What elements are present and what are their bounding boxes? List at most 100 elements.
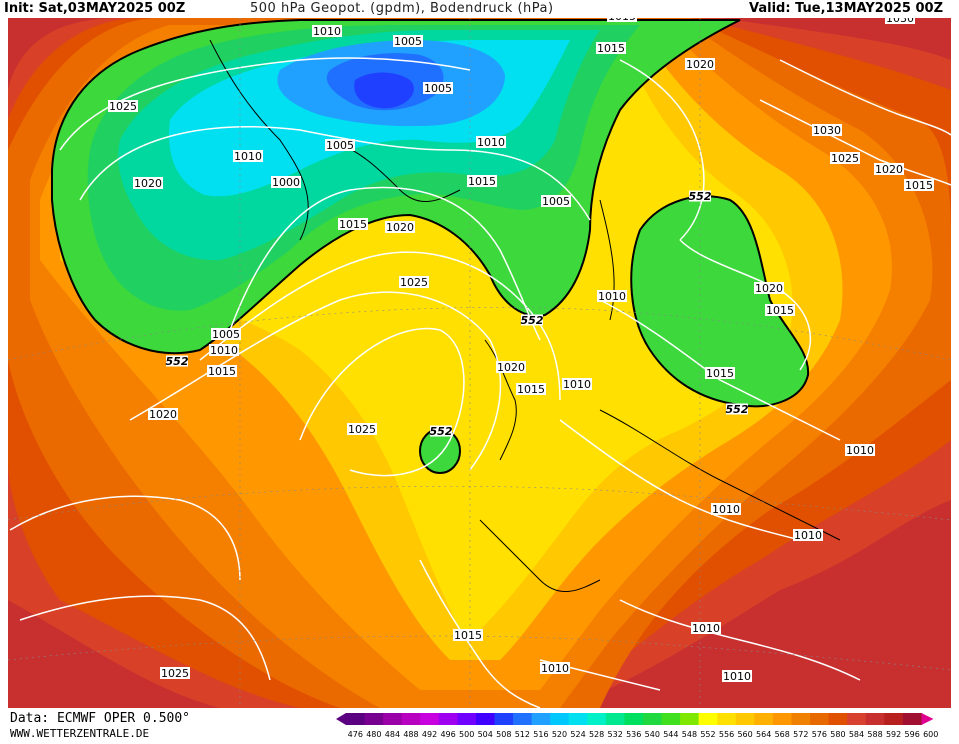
geopot-label-text: 552 <box>430 425 453 438</box>
isobar-label-text: 1015 <box>517 383 545 396</box>
isobar-label-box <box>904 179 934 191</box>
legend-tick-label: 504 <box>478 730 493 739</box>
legend-swatch <box>587 713 607 725</box>
legend-tick-label: 516 <box>533 730 548 739</box>
isobar-label-box <box>597 290 627 302</box>
isobar-label-text: 1015 <box>468 175 496 188</box>
isobars <box>9 57 951 708</box>
legend-tick-label: 564 <box>756 730 771 739</box>
isobar-label-text: 1010 <box>598 290 626 303</box>
isobar-label-text: 1010 <box>313 25 341 38</box>
legend-swatch <box>828 713 848 725</box>
legend-tick-label: 576 <box>812 730 827 739</box>
isobar-label-text: 1025 <box>831 152 859 165</box>
isobar-label-box <box>607 18 637 22</box>
isobar-label-box <box>423 82 453 94</box>
isobar-label-text: 1020 <box>686 58 714 71</box>
isobar-label-text: 1015 <box>208 365 236 378</box>
isobar-label-text: 1010 <box>563 378 591 391</box>
legend-tick-label: 600 <box>923 730 938 739</box>
isobar-label: 1010 <box>722 670 752 683</box>
isobar-label: 1015 <box>516 383 546 396</box>
isobar-label-box <box>845 444 875 456</box>
legend-tick-label: 524 <box>570 730 585 739</box>
legend-swatch <box>457 713 477 725</box>
isobar-label-box <box>133 177 163 189</box>
isobar-label-box <box>722 670 752 682</box>
isobar-label-text: 1010 <box>794 529 822 542</box>
legend-tick-label: 588 <box>867 730 882 739</box>
legend-left-arrow <box>336 713 346 725</box>
isobar-label: 1025 <box>108 100 138 113</box>
isobar-label-box <box>830 152 860 164</box>
legend-tick-label: 476 <box>348 730 363 739</box>
isobar-label-box <box>765 304 795 316</box>
legend-swatch <box>717 713 737 725</box>
isobar-label: 1010 <box>691 622 721 635</box>
isobar-label-text: 1010 <box>541 662 569 675</box>
isobar-label-text: 1015 <box>597 42 625 55</box>
legend-swatch <box>698 713 718 725</box>
isobar-label: 1010 <box>562 378 592 391</box>
isobar-label-box <box>496 361 526 373</box>
legend-tick-label: 496 <box>440 730 455 739</box>
isobar-label: 1020 <box>496 361 526 374</box>
isobar-label-text: 1005 <box>326 139 354 152</box>
isobar-label-box <box>476 136 506 148</box>
geopot-label-box <box>689 190 711 202</box>
legend-tick-label: 536 <box>626 730 641 739</box>
isobar-label-text: 1005 <box>394 35 422 48</box>
isobar-label-text: 1020 <box>134 177 162 190</box>
geopot-label-text: 552 <box>521 314 544 327</box>
valid-time: Valid: Tue,13MAY2025 00Z <box>749 1 943 16</box>
isobar-label-text: 1020 <box>497 361 525 374</box>
geopot-label-text: 552 <box>689 190 712 203</box>
isobar-label-box <box>711 503 741 515</box>
isobar-label-text: 1010 <box>234 150 262 163</box>
isobar-label-box <box>108 100 138 112</box>
isobar-label: 1010 <box>233 150 263 163</box>
isobar-label-box <box>540 662 570 674</box>
legend-swatch <box>568 713 588 725</box>
map-title: 500 hPa Geopot. (gpdm), Bodendruck (hPa) <box>250 1 554 16</box>
isobar-label-text: 1020 <box>149 408 177 421</box>
isobar-label-text: 1000 <box>272 176 300 189</box>
isobar-label: 1015 <box>453 629 483 642</box>
geopot-label-layer: 552 552 552 552 552 <box>166 190 749 438</box>
isobar-label: 1010 <box>476 136 506 149</box>
isobar-label-text: 1020 <box>755 282 783 295</box>
legend-swatch <box>661 713 681 725</box>
legend-tick-label: 492 <box>422 730 437 739</box>
isobar-label: 1010 <box>793 529 823 542</box>
isobar-label: 1010 <box>845 444 875 457</box>
isobar-label-box <box>812 124 842 136</box>
data-source: Data: ECMWF OPER 0.500° <box>10 711 191 726</box>
legend-swatch <box>438 713 458 725</box>
isobar-label-box <box>209 344 239 356</box>
legend-swatch <box>531 713 551 725</box>
isobar-label-box <box>385 221 415 233</box>
isobar-label-text: 1010 <box>477 136 505 149</box>
legend-tick-label: 540 <box>645 730 660 739</box>
isobar-label-text: 1005 <box>212 328 240 341</box>
trough-508 <box>354 72 414 109</box>
isobar-label-box <box>393 35 423 47</box>
cutoff-low-east <box>630 195 810 408</box>
isobar-label: 1010 <box>540 662 570 675</box>
isobar-label: 1030 <box>885 18 915 25</box>
legend-swatch <box>513 713 533 725</box>
isobar-label-text: 1010 <box>723 670 751 683</box>
legend-tick-label: 596 <box>905 730 920 739</box>
geopot-label-box <box>166 355 188 367</box>
isobar-label: 1015 <box>765 304 795 317</box>
legend-tick-label: 528 <box>589 730 604 739</box>
isobar-label-box <box>685 58 715 70</box>
isobar-label: 1015 <box>338 218 368 231</box>
legend-swatch <box>494 713 514 725</box>
geopotential-map-svg: 1010 1005 1005 1015 1020 1025 1010 1005 1010 1020… <box>8 18 951 708</box>
isobar-label: 1015 <box>705 367 735 380</box>
isobar-label: 1020 <box>133 177 163 190</box>
isobar-label-text: 1025 <box>348 423 376 436</box>
isobar-label-box <box>207 365 237 377</box>
legend-swatch <box>605 713 625 725</box>
